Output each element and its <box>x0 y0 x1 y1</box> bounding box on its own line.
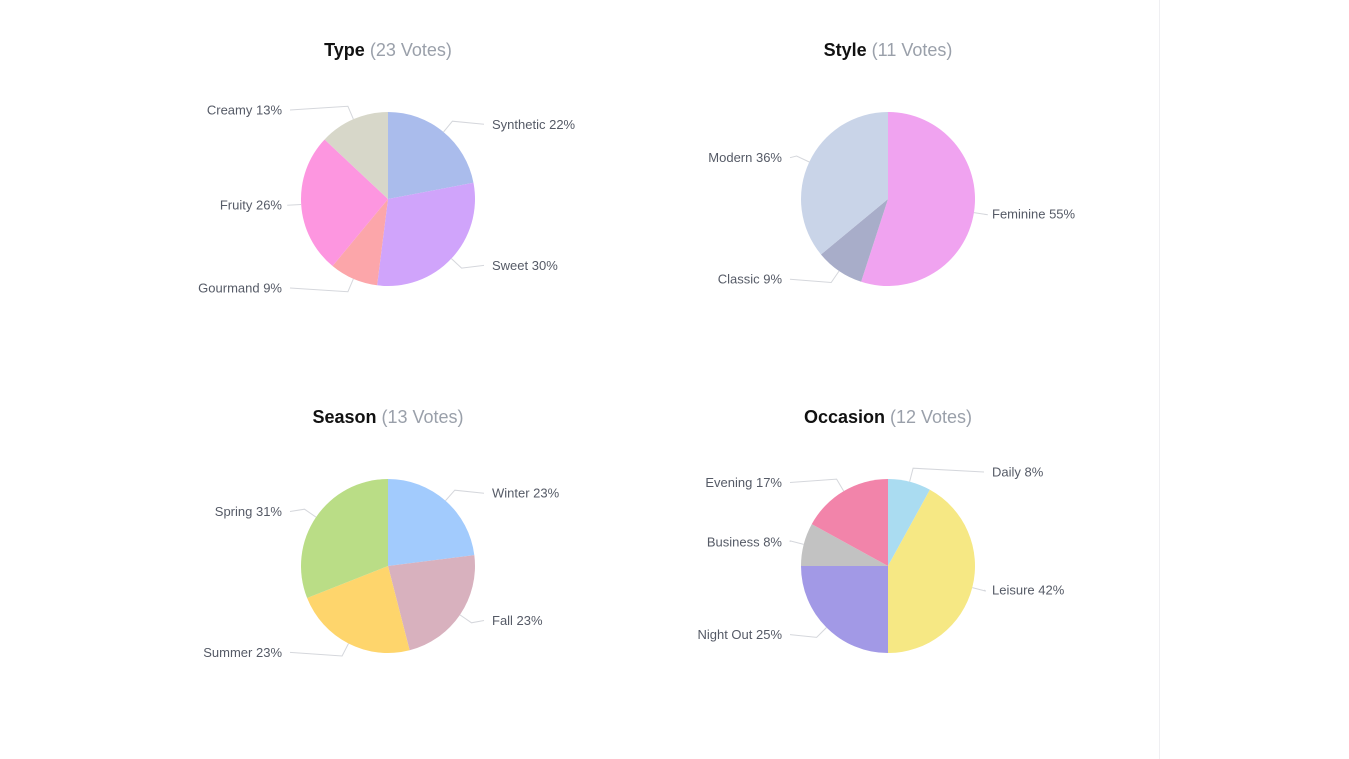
season-chart: Season (13 Votes) Winter 23% Fall 23% Summ… <box>153 379 623 709</box>
occasion-leader-evening <box>789 478 845 492</box>
style-label-feminine: Feminine 55% <box>992 207 1076 222</box>
occasion-leader-daily <box>909 467 985 482</box>
occasion-slice-daily[interactable] <box>888 479 930 566</box>
occasion-label-business: Business 8% <box>707 534 783 549</box>
type-leader-sweet <box>451 258 485 269</box>
type-slice-sweet[interactable] <box>377 182 475 286</box>
style-votes-count: (11 Votes) <box>871 40 953 60</box>
style-chart-title: Style (11 Votes) <box>653 40 1123 61</box>
occasion-title-text: Occasion <box>803 407 885 427</box>
style-leader-modern <box>789 155 810 163</box>
type-leader-fruity <box>287 204 302 206</box>
style-label-classic: Classic 9% <box>718 272 783 287</box>
season-label-fall: Fall 23% <box>492 613 543 628</box>
season-label-winter: Winter 23% <box>492 486 560 501</box>
season-leader-fall <box>459 614 485 624</box>
occasion-leader-leisure <box>972 587 987 592</box>
type-label-creamy: Creamy 13% <box>207 103 283 118</box>
occasion-votes-count: (12 Votes) <box>890 407 973 427</box>
type-slice-gourmand[interactable] <box>332 199 388 286</box>
occasion-label-daily: Daily 8% <box>992 465 1044 480</box>
occasion-slice-evening[interactable] <box>811 479 888 566</box>
style-leader-classic <box>789 270 840 284</box>
type-leader-gourmand <box>289 278 354 293</box>
style-slice-modern[interactable] <box>801 112 888 255</box>
style-label-modern: Modern 36% <box>708 150 782 165</box>
style-chart: Style (11 Votes) Feminine 55% Classic 9% M… <box>653 12 1123 342</box>
type-slice-creamy[interactable] <box>324 112 388 199</box>
type-votes-count: (23 Votes) <box>369 40 452 60</box>
style-leader-feminine <box>973 212 988 216</box>
occasion-slice-leisure[interactable] <box>888 489 975 653</box>
occasion-label-night-out: Night Out 25% <box>697 627 782 642</box>
type-label-synthetic: Synthetic 22% <box>492 117 576 132</box>
season-label-spring: Spring 31% <box>215 504 283 519</box>
type-leader-creamy <box>289 105 354 120</box>
season-slice-spring[interactable] <box>300 479 388 599</box>
season-slice-fall[interactable] <box>388 555 475 651</box>
type-label-gourmand: Gourmand 9% <box>198 281 282 296</box>
season-votes-count: (13 Votes) <box>381 407 464 427</box>
style-pie: Feminine 55% Classic 9% Modern 36% <box>708 112 1076 287</box>
season-slice-summer[interactable] <box>307 566 410 654</box>
type-chart-title: Type (23 Votes) <box>153 40 623 61</box>
type-leader-synthetic <box>443 120 485 133</box>
style-slice-classic[interactable] <box>820 199 888 282</box>
type-chart: Type (23 Votes) Synthetic 22% Sweet 30% Go… <box>153 12 623 342</box>
occasion-leader-business <box>789 540 804 545</box>
occasion-chart-title: Occasion (12 Votes) <box>653 407 1123 428</box>
type-slice-fruity[interactable] <box>300 139 388 267</box>
occasion-label-leisure: Leisure 42% <box>992 583 1065 598</box>
type-title-text: Type <box>324 40 365 60</box>
season-title-text: Season <box>312 407 377 427</box>
season-chart-title: Season (13 Votes) <box>153 407 623 428</box>
style-slice-feminine[interactable] <box>861 112 976 287</box>
season-leader-winter <box>445 489 485 502</box>
occasion-leader-night-out <box>789 627 827 638</box>
occasion-slice-night-out[interactable] <box>801 566 888 653</box>
type-pie: Synthetic 22% Sweet 30% Gourmand 9% Fruity … <box>198 103 576 296</box>
season-pie: Winter 23% Fall 23% Summer 23% Spring 31% <box>203 479 560 660</box>
season-leader-spring <box>289 508 317 518</box>
occasion-pie: Daily 8% Leisure 42% Night Out 25% Business… <box>697 465 1065 653</box>
type-slice-synthetic[interactable] <box>388 111 474 199</box>
style-title-text: Style <box>823 40 867 60</box>
occasion-slice-business[interactable] <box>801 524 888 566</box>
type-label-sweet: Sweet 30% <box>492 258 558 273</box>
season-slice-winter[interactable] <box>388 479 475 566</box>
season-label-summer: Summer 23% <box>203 645 282 660</box>
season-leader-summer <box>289 643 349 657</box>
occasion-label-evening: Evening 17% <box>705 475 782 490</box>
occasion-chart: Occasion (12 Votes) Daily 8% Leisure 42% N… <box>653 379 1123 709</box>
type-label-fruity: Fruity 26% <box>220 198 283 213</box>
panel-divider <box>1159 0 1160 759</box>
